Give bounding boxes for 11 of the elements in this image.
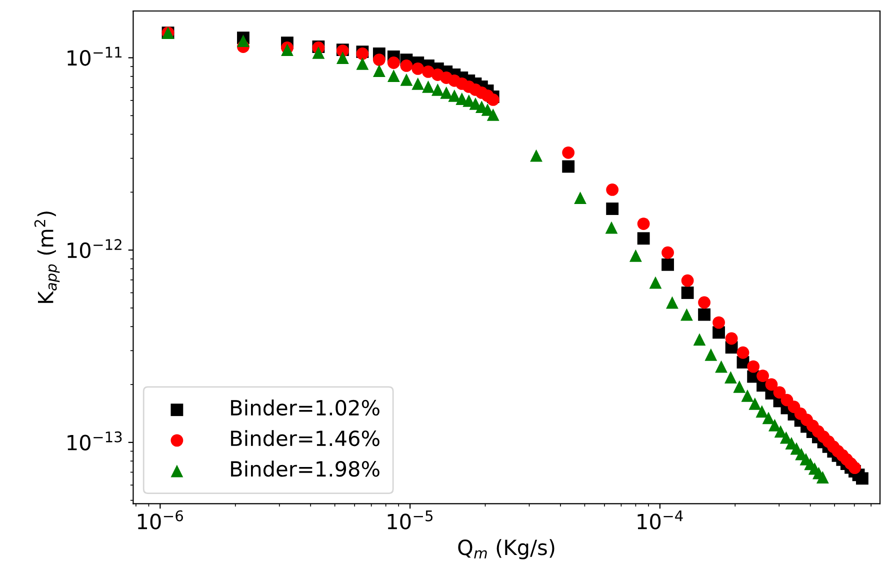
x-tick-label: 10$^{−6}$ [138, 510, 183, 530]
legend-label: Binder=1.98% [231, 460, 380, 477]
y-tick-label: 10$^{−13}$ [68, 431, 122, 450]
x-tick-label: 10$^{−4}$ [638, 510, 683, 530]
legend-label: Binder=1.02% [231, 399, 380, 416]
y-axis-title: K$_{app}$ (m$^{2}$) [34, 212, 60, 303]
legend-label: Binder=1.46% [231, 430, 380, 446]
y-tick-label: 10$^{−11}$ [68, 46, 122, 66]
x-axis-title: Q$_{m}$ (Kg/s) [458, 539, 554, 560]
x-tick-label: 10$^{−5}$ [388, 510, 432, 530]
y-tick-label: 10$^{−12}$ [68, 239, 122, 258]
